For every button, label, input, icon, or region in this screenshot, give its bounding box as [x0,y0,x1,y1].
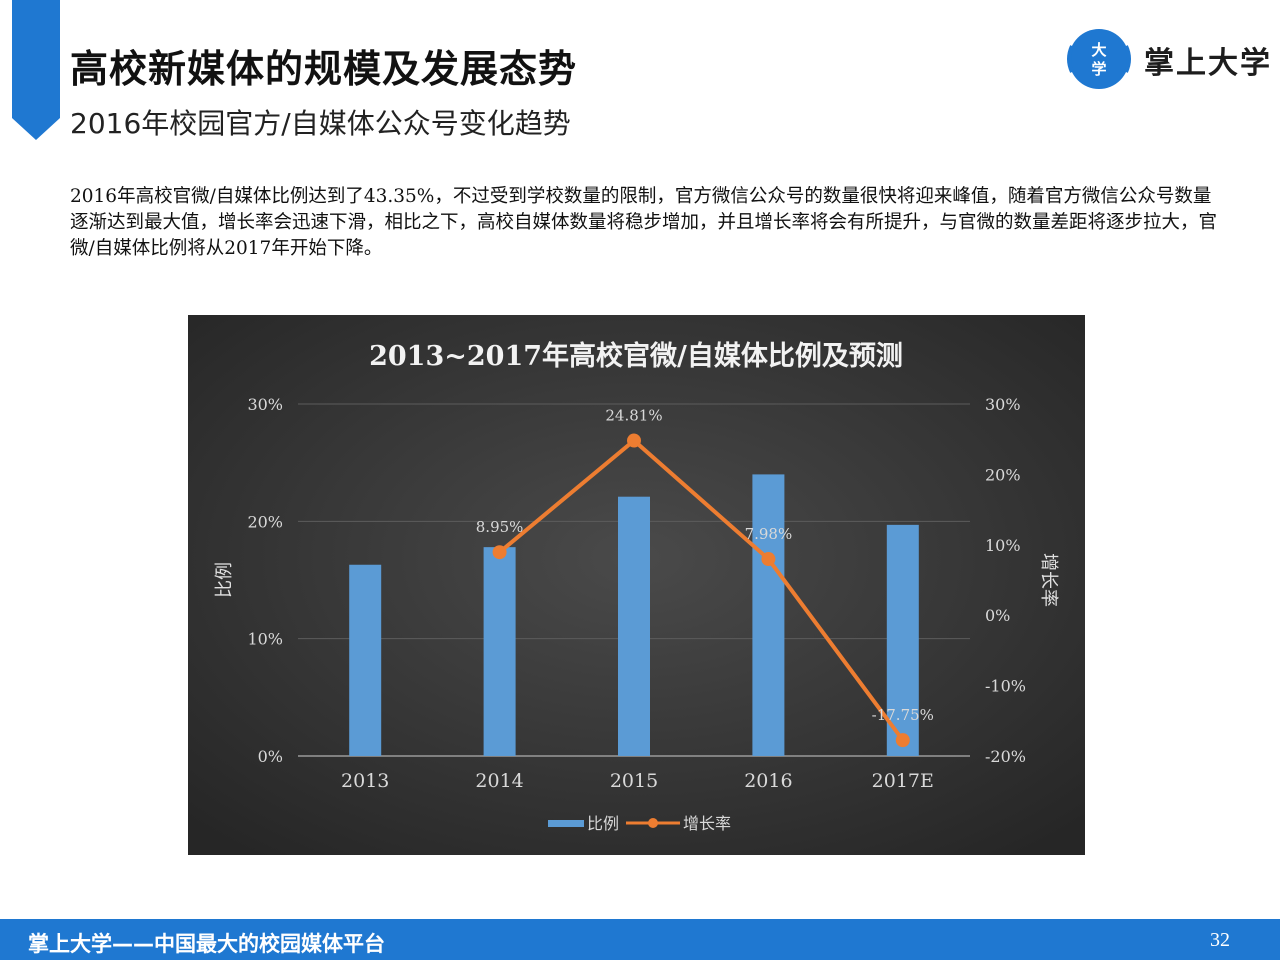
combo-chart: 2013~2017年高校官微/自媒体比例及预测 0% 10% 20% 30% -20% -… [188,315,1085,855]
y2-axis-label: 增长率 [1038,553,1059,607]
x-tick-label: 2013 [341,770,389,792]
legend-line-marker [648,818,658,828]
footer-text: 掌上大学——中国最大的校园媒体平台 [28,932,385,956]
legend-line-label: 增长率 [683,814,731,833]
y2-tick-label: 30% [985,395,1021,414]
growth-point-2014 [492,545,507,560]
y-tick-label: 10% [247,630,283,649]
growth-data-label: 8.95% [476,518,524,536]
page-number: 32 [1210,929,1230,951]
logo-badge-bottom: 学 [1091,60,1106,78]
y2-tick-label: -20% [985,747,1026,766]
logo-badge-top: 大 [1091,41,1106,59]
legend-bar-label: 比例 [587,814,619,833]
x-tick-label: 2016 [744,770,792,792]
y2-tick-label: 20% [985,465,1021,484]
chart-title: 2013~2017年高校官微/自媒体比例及预测 [369,340,903,372]
y2-tick-label: 0% [985,606,1010,625]
chart-legend: 比例 增长率 [548,814,731,833]
growth-point-2017E [895,733,910,748]
bar-2013 [349,564,382,756]
growth-point-2016 [761,552,776,567]
y2-tick-label: -10% [985,677,1026,696]
bar-2016 [752,474,785,756]
legend-bar-swatch [548,820,584,827]
x-tick-label: 2017E [872,770,934,792]
y-tick-label: 0% [258,747,283,766]
header-ribbon [12,0,60,140]
page-subtitle: 2016年校园官方/自媒体公众号变化趋势 [70,107,571,140]
logo-text: 掌上大学 [1144,46,1272,81]
y-tick-label: 20% [247,512,283,531]
growth-data-label: 7.98% [745,525,793,543]
x-tick-label: 2015 [610,770,658,792]
y-axis-label: 比例 [214,562,235,598]
x-tick-label: 2014 [475,770,523,792]
growth-data-label: -17.75% [872,706,934,724]
growth-data-label: 24.81% [605,407,662,425]
bar-2015 [618,496,650,756]
growth-point-2015 [627,433,641,448]
page-title: 高校新媒体的规模及发展态势 [70,47,578,91]
y-tick-label: 30% [247,395,283,414]
bar-2017E [886,524,919,756]
y2-tick-label: 10% [985,536,1021,555]
intro-paragraph: 2016年高校官微/自媒体比例达到了43.35%，不过受到学校数量的限制，官方微… [70,186,1218,259]
chart-container: 2013~2017年高校官微/自媒体比例及预测 0% 10% 20% 30% -20% -… [188,315,1085,855]
brand-logo: 大 学 掌上大学 [1064,24,1272,94]
growth-line [498,438,905,742]
footer-bar: 掌上大学——中国最大的校园媒体平台 32 [0,919,1280,960]
logo-badge-icon: 大 学 [1067,29,1131,89]
bar-2014 [483,547,516,756]
